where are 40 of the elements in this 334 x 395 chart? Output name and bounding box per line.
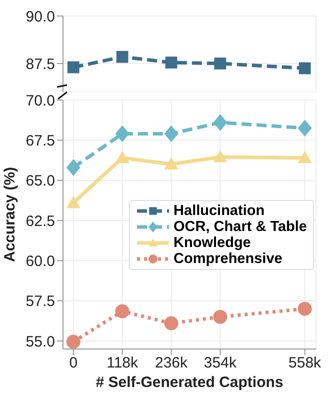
point <box>214 58 226 70</box>
point <box>164 125 178 142</box>
point <box>115 150 130 164</box>
point <box>67 61 80 74</box>
legend-label: Knowledge <box>174 235 251 251</box>
point <box>164 157 178 170</box>
point <box>213 150 228 162</box>
point <box>298 62 311 74</box>
point <box>298 302 312 316</box>
point <box>66 159 80 176</box>
point <box>213 114 228 131</box>
point <box>115 125 130 142</box>
legend-label: OCR, Chart & Table <box>174 219 307 235</box>
y-tick-label: 90.0 <box>26 8 55 26</box>
point <box>66 196 80 208</box>
x-tick-label: 236k <box>154 354 188 372</box>
y-tick-label: 62.5 <box>26 212 55 230</box>
point <box>165 56 178 68</box>
legend-label: Comprehensive <box>174 251 282 267</box>
y-tick-label: 70.0 <box>26 92 55 110</box>
point <box>298 150 312 164</box>
legend-label: Hallucination <box>174 203 265 219</box>
y-axis-title: Accuracy (%) <box>1 166 18 262</box>
x-tick-label: 118k <box>106 354 139 372</box>
x-axis-title: # Self-Generated Captions <box>96 374 284 391</box>
point <box>164 316 178 330</box>
point <box>66 334 80 349</box>
x-tick-label: 0 <box>69 354 78 372</box>
y-tick-label: 55.0 <box>26 333 55 350</box>
y-tick-label: 67.5 <box>26 132 55 150</box>
y-tick-label: 87.5 <box>26 56 55 73</box>
point <box>115 304 130 318</box>
y-tick-label: 60.0 <box>26 252 55 270</box>
x-tick-label: 354k <box>204 354 237 372</box>
x-tick-label: 558k <box>288 354 322 372</box>
point <box>298 120 312 137</box>
point <box>116 50 128 63</box>
y-tick-label: 65.0 <box>26 172 55 190</box>
y-tick-label: 57.5 <box>26 293 55 310</box>
point <box>213 310 228 324</box>
